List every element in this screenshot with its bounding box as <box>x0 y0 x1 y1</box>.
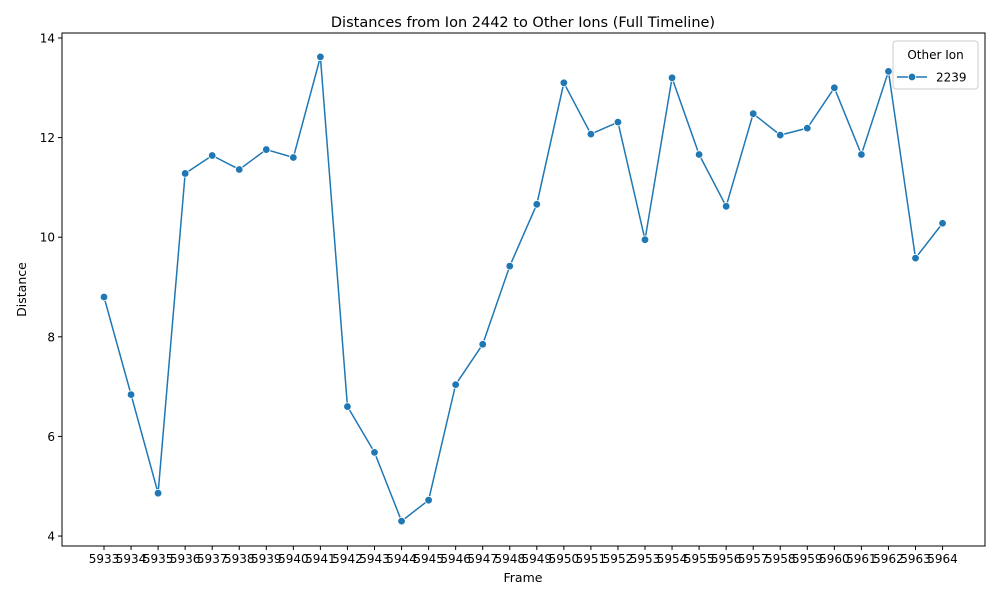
x-tick-label: 5948 <box>494 552 525 566</box>
data-point <box>586 129 596 139</box>
data-point <box>640 235 650 244</box>
data-point <box>343 402 352 411</box>
data-point <box>776 130 785 140</box>
data-point <box>207 151 217 160</box>
x-tick-label: 5945 <box>413 552 444 566</box>
data-point <box>532 200 541 209</box>
data-point <box>289 153 298 162</box>
data-point <box>370 448 379 457</box>
data-point <box>262 145 271 154</box>
x-tick-label: 5949 <box>522 552 553 566</box>
x-tick-label: 5944 <box>386 552 417 566</box>
x-tick-label: 5962 <box>873 552 904 566</box>
y-tick-label: 10 <box>40 231 55 245</box>
y-tick-label: 8 <box>47 330 55 344</box>
data-point <box>911 253 920 263</box>
data-point <box>153 489 163 498</box>
series-line-2239 <box>103 56 944 522</box>
x-tick-label: 5936 <box>170 552 201 566</box>
data-point <box>180 169 190 178</box>
x-tick-label: 5950 <box>549 552 580 566</box>
x-tick-label: 5940 <box>278 552 309 566</box>
data-point <box>938 219 947 228</box>
x-tick-label: 5959 <box>792 552 823 566</box>
x-tick-label: 5954 <box>657 552 688 566</box>
x-axis-label: Frame <box>504 570 543 585</box>
x-tick-label: 5941 <box>305 552 336 566</box>
data-point <box>857 150 866 159</box>
chart-title: Distances from Ion 2442 to Other Ions (F… <box>331 15 715 31</box>
y-axis: 4 6 8 10 12 14 <box>40 31 62 544</box>
data-point <box>126 390 136 399</box>
x-tick-label: 5953 <box>630 552 661 566</box>
x-tick-label: 5963 <box>900 552 931 566</box>
data-point <box>99 292 109 302</box>
x-tick-label: 5961 <box>846 552 877 566</box>
data-point <box>613 117 623 127</box>
x-tick-label: 5956 <box>711 552 742 566</box>
data-point <box>505 261 514 271</box>
y-tick-label: 4 <box>47 530 55 544</box>
data-point <box>235 165 244 174</box>
x-tick-label: 5938 <box>224 552 255 566</box>
series-layer <box>99 52 947 526</box>
data-point <box>884 67 893 76</box>
x-tick-label: 5955 <box>684 552 715 566</box>
data-point <box>830 83 839 92</box>
data-point <box>694 150 704 159</box>
y-tick-label: 12 <box>40 131 55 145</box>
x-tick-label: 5952 <box>603 552 634 566</box>
x-tick-label: 5958 <box>765 552 796 566</box>
plot-area <box>61 32 986 547</box>
data-point <box>559 78 569 88</box>
x-tick-label: 5942 <box>332 552 363 566</box>
x-tick-label: 5937 <box>197 552 228 566</box>
y-tick-label: 6 <box>47 430 55 444</box>
x-tick-label: 5957 <box>738 552 769 566</box>
y-axis-label: Distance <box>14 262 29 317</box>
data-point <box>803 123 812 133</box>
x-tick-label: 5946 <box>440 552 471 566</box>
x-tick-label: 5933 <box>89 552 120 566</box>
legend-series-label: 2239 <box>936 71 967 85</box>
y-tick-label: 14 <box>40 31 55 45</box>
legend-marker-swatch <box>907 72 917 82</box>
x-tick-label: 5935 <box>143 552 174 566</box>
data-point <box>397 516 406 526</box>
data-point <box>749 109 758 118</box>
data-point <box>478 340 487 349</box>
x-tick-label: 5964 <box>927 552 958 566</box>
x-tick-label: 5943 <box>359 552 390 566</box>
x-axis: 5933593459355936593759385939594059415942… <box>89 546 958 566</box>
legend-title: Other Ion <box>907 48 963 62</box>
x-tick-label: 5934 <box>116 552 147 566</box>
legend: Other Ion 2239 <box>892 40 979 90</box>
data-point <box>667 73 677 83</box>
x-tick-label: 5939 <box>251 552 282 566</box>
x-tick-label: 5951 <box>576 552 607 566</box>
data-point <box>424 495 433 505</box>
data-point <box>721 202 731 211</box>
x-tick-label: 5960 <box>819 552 850 566</box>
x-tick-label: 5947 <box>467 552 498 566</box>
data-point <box>451 380 460 389</box>
data-point <box>316 52 325 62</box>
